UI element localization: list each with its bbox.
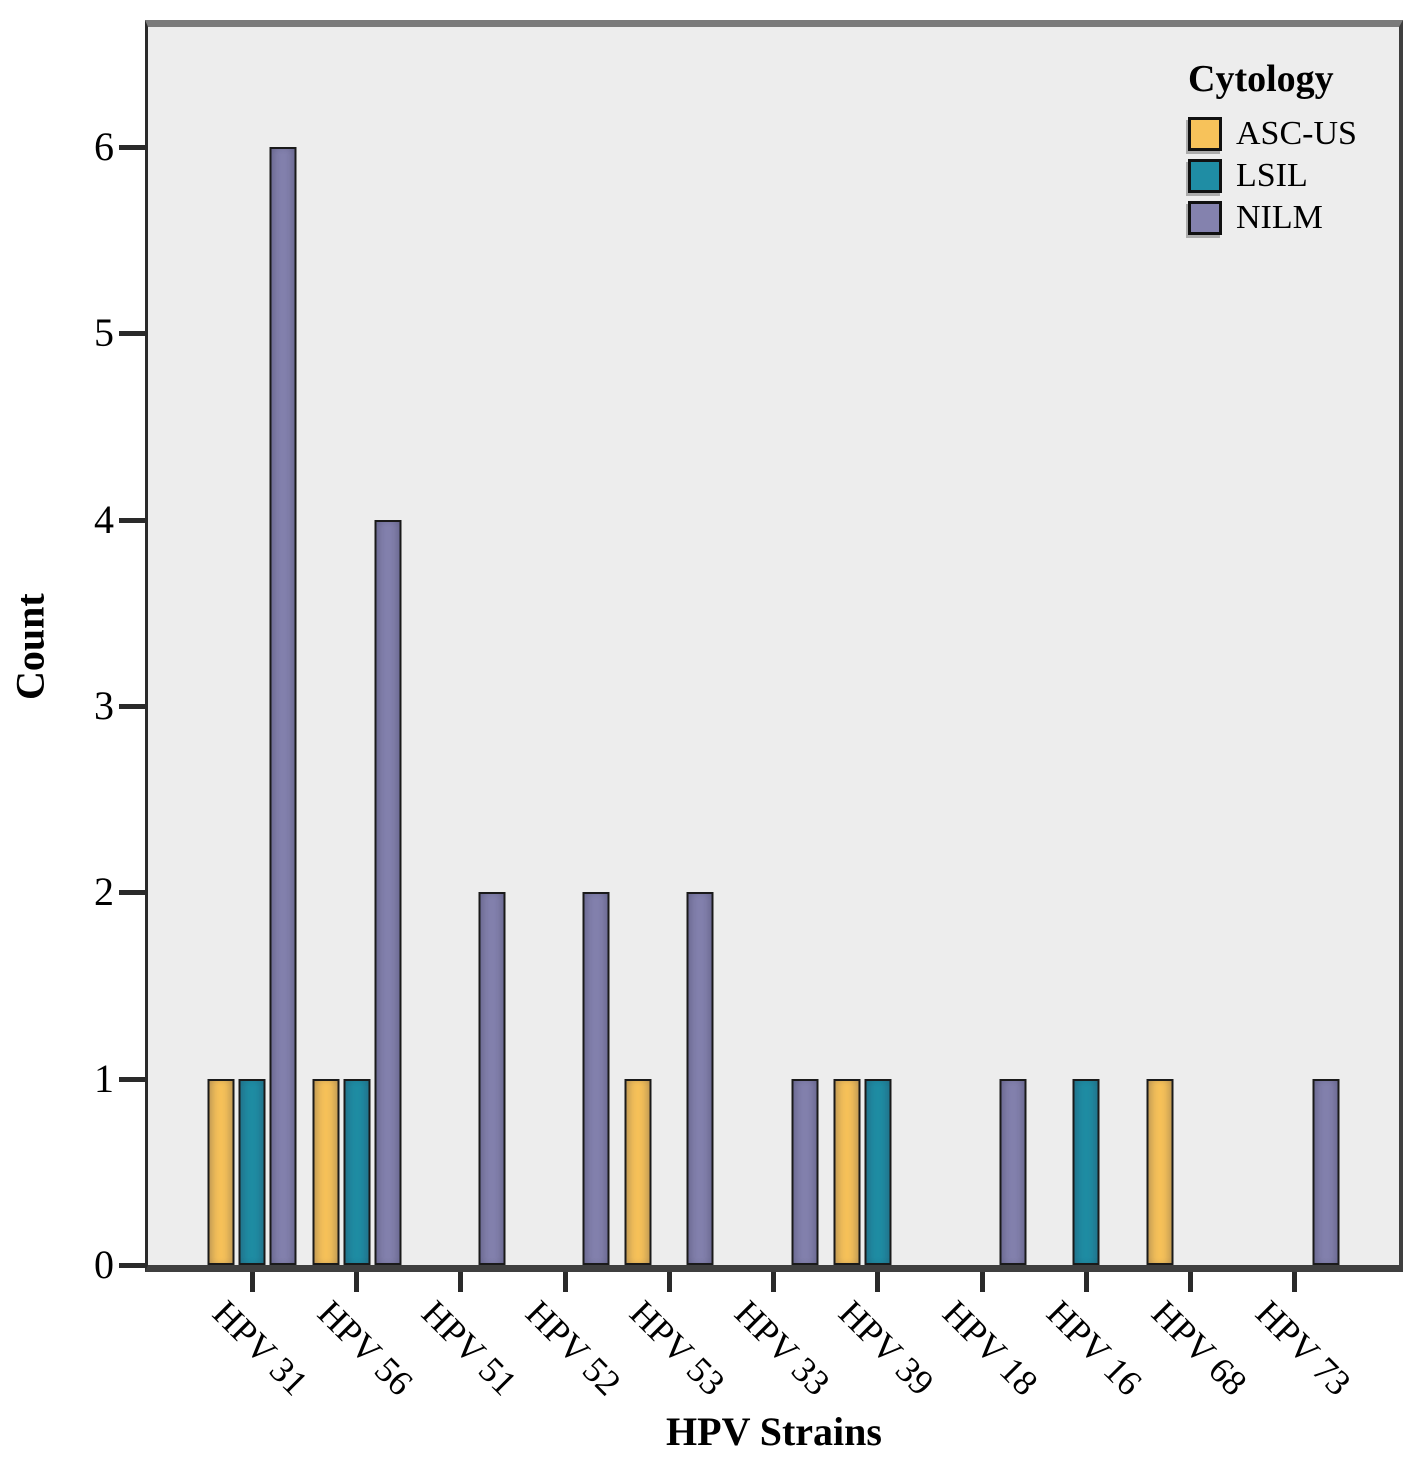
y-tick [119,145,145,150]
bar-nilm-hpv-73 [1312,1079,1340,1265]
x-tick-label: HPV 68 [1143,1292,1255,1404]
y-tick-label: 3 [94,683,114,728]
x-tick [875,1272,881,1292]
legend-swatch-asc-us [1188,117,1222,151]
y-tick [119,1076,145,1082]
x-axis-title: HPV Strains [666,1409,882,1454]
legend-item-asc-us: ASC-US [1188,117,1357,151]
bar-asc-us-hpv-39 [833,1079,861,1265]
bar-group-hpv-56 [312,520,401,1265]
legend-items: ASC-US LSIL NILM [1188,117,1357,235]
x-tick-label: HPV 18 [935,1292,1046,1404]
legend-item-nilm: NILM [1188,201,1357,235]
x-tick [1083,1272,1089,1292]
x-tick [771,1272,776,1292]
legend-label-nilm: NILM [1236,199,1323,236]
bar-group-hpv-52 [521,892,610,1265]
y-tick [119,704,145,709]
y-tick [119,517,145,523]
x-tick [1188,1272,1193,1292]
y-tick-label: 5 [94,310,114,356]
x-tick-label: HPV 73 [1247,1292,1359,1404]
x-tick [249,1272,255,1292]
x-tick-label: HPV 53 [622,1292,733,1404]
bar-group-hpv-51 [416,892,506,1265]
bar-lsil-hpv-39 [864,1079,892,1265]
bar-nilm-hpv-53 [686,892,714,1265]
bar-nilm-hpv-52 [582,892,610,1265]
y-tick-label: 6 [94,124,114,169]
x-tick-label: HPV 52 [518,1292,629,1404]
y-tick-label: 1 [94,1055,114,1101]
legend-item-lsil: LSIL [1188,159,1357,193]
bar-asc-us-hpv-56 [312,1079,339,1265]
bar-nilm-hpv-51 [478,892,506,1265]
bar-lsil-hpv-16 [1072,1079,1100,1265]
legend-swatch-lsil [1188,159,1222,193]
bar-group-hpv-53 [624,892,714,1265]
bar-group-hpv-31 [207,147,297,1265]
bar-group-hpv-39 [833,1079,922,1265]
bar-group-hpv-16 [1042,1079,1131,1265]
bar-group-hpv-68 [1146,1079,1235,1265]
x-tick [562,1272,568,1292]
bar-asc-us-hpv-31 [207,1079,235,1265]
bar-lsil-hpv-56 [343,1079,370,1265]
bar-nilm-hpv-18 [999,1079,1027,1265]
bar-group-hpv-33 [729,1079,818,1265]
legend-label-asc-us: ASC-US [1236,115,1357,152]
x-tick [1292,1272,1298,1292]
y-tick-label: 2 [94,869,114,915]
y-tick [119,1263,145,1268]
bar-group-hpv-18 [938,1079,1027,1265]
x-tick-label: HPV 56 [309,1292,421,1404]
bar-group-hpv-73 [1250,1079,1340,1265]
x-tick-label: HPV 51 [413,1292,525,1404]
x-tick [354,1272,359,1292]
x-tick-label: HPV 39 [830,1292,942,1404]
legend-title: Cytology [1188,58,1334,100]
y-tick-label: 0 [94,1242,114,1287]
x-tick-label: HPV 31 [205,1292,316,1404]
x-tick [666,1272,672,1292]
y-tick [119,890,145,896]
legend: Cytology ASC-US LSIL NILM [1188,57,1357,243]
legend-label-lsil: LSIL [1236,157,1308,194]
bar-asc-us-hpv-53 [624,1079,652,1265]
legend-swatch-nilm [1188,201,1222,235]
bar-lsil-hpv-31 [238,1079,266,1265]
bar-nilm-hpv-56 [374,520,401,1265]
y-tick-label: 4 [94,496,114,542]
x-tick [458,1272,464,1292]
x-tick-label: HPV 16 [1039,1292,1150,1404]
x-tick-label: HPV 33 [726,1292,838,1404]
x-tick [979,1272,985,1292]
bar-asc-us-hpv-68 [1146,1079,1173,1265]
y-tick [119,331,145,337]
bar-nilm-hpv-31 [269,147,297,1265]
bar-nilm-hpv-33 [791,1079,818,1265]
